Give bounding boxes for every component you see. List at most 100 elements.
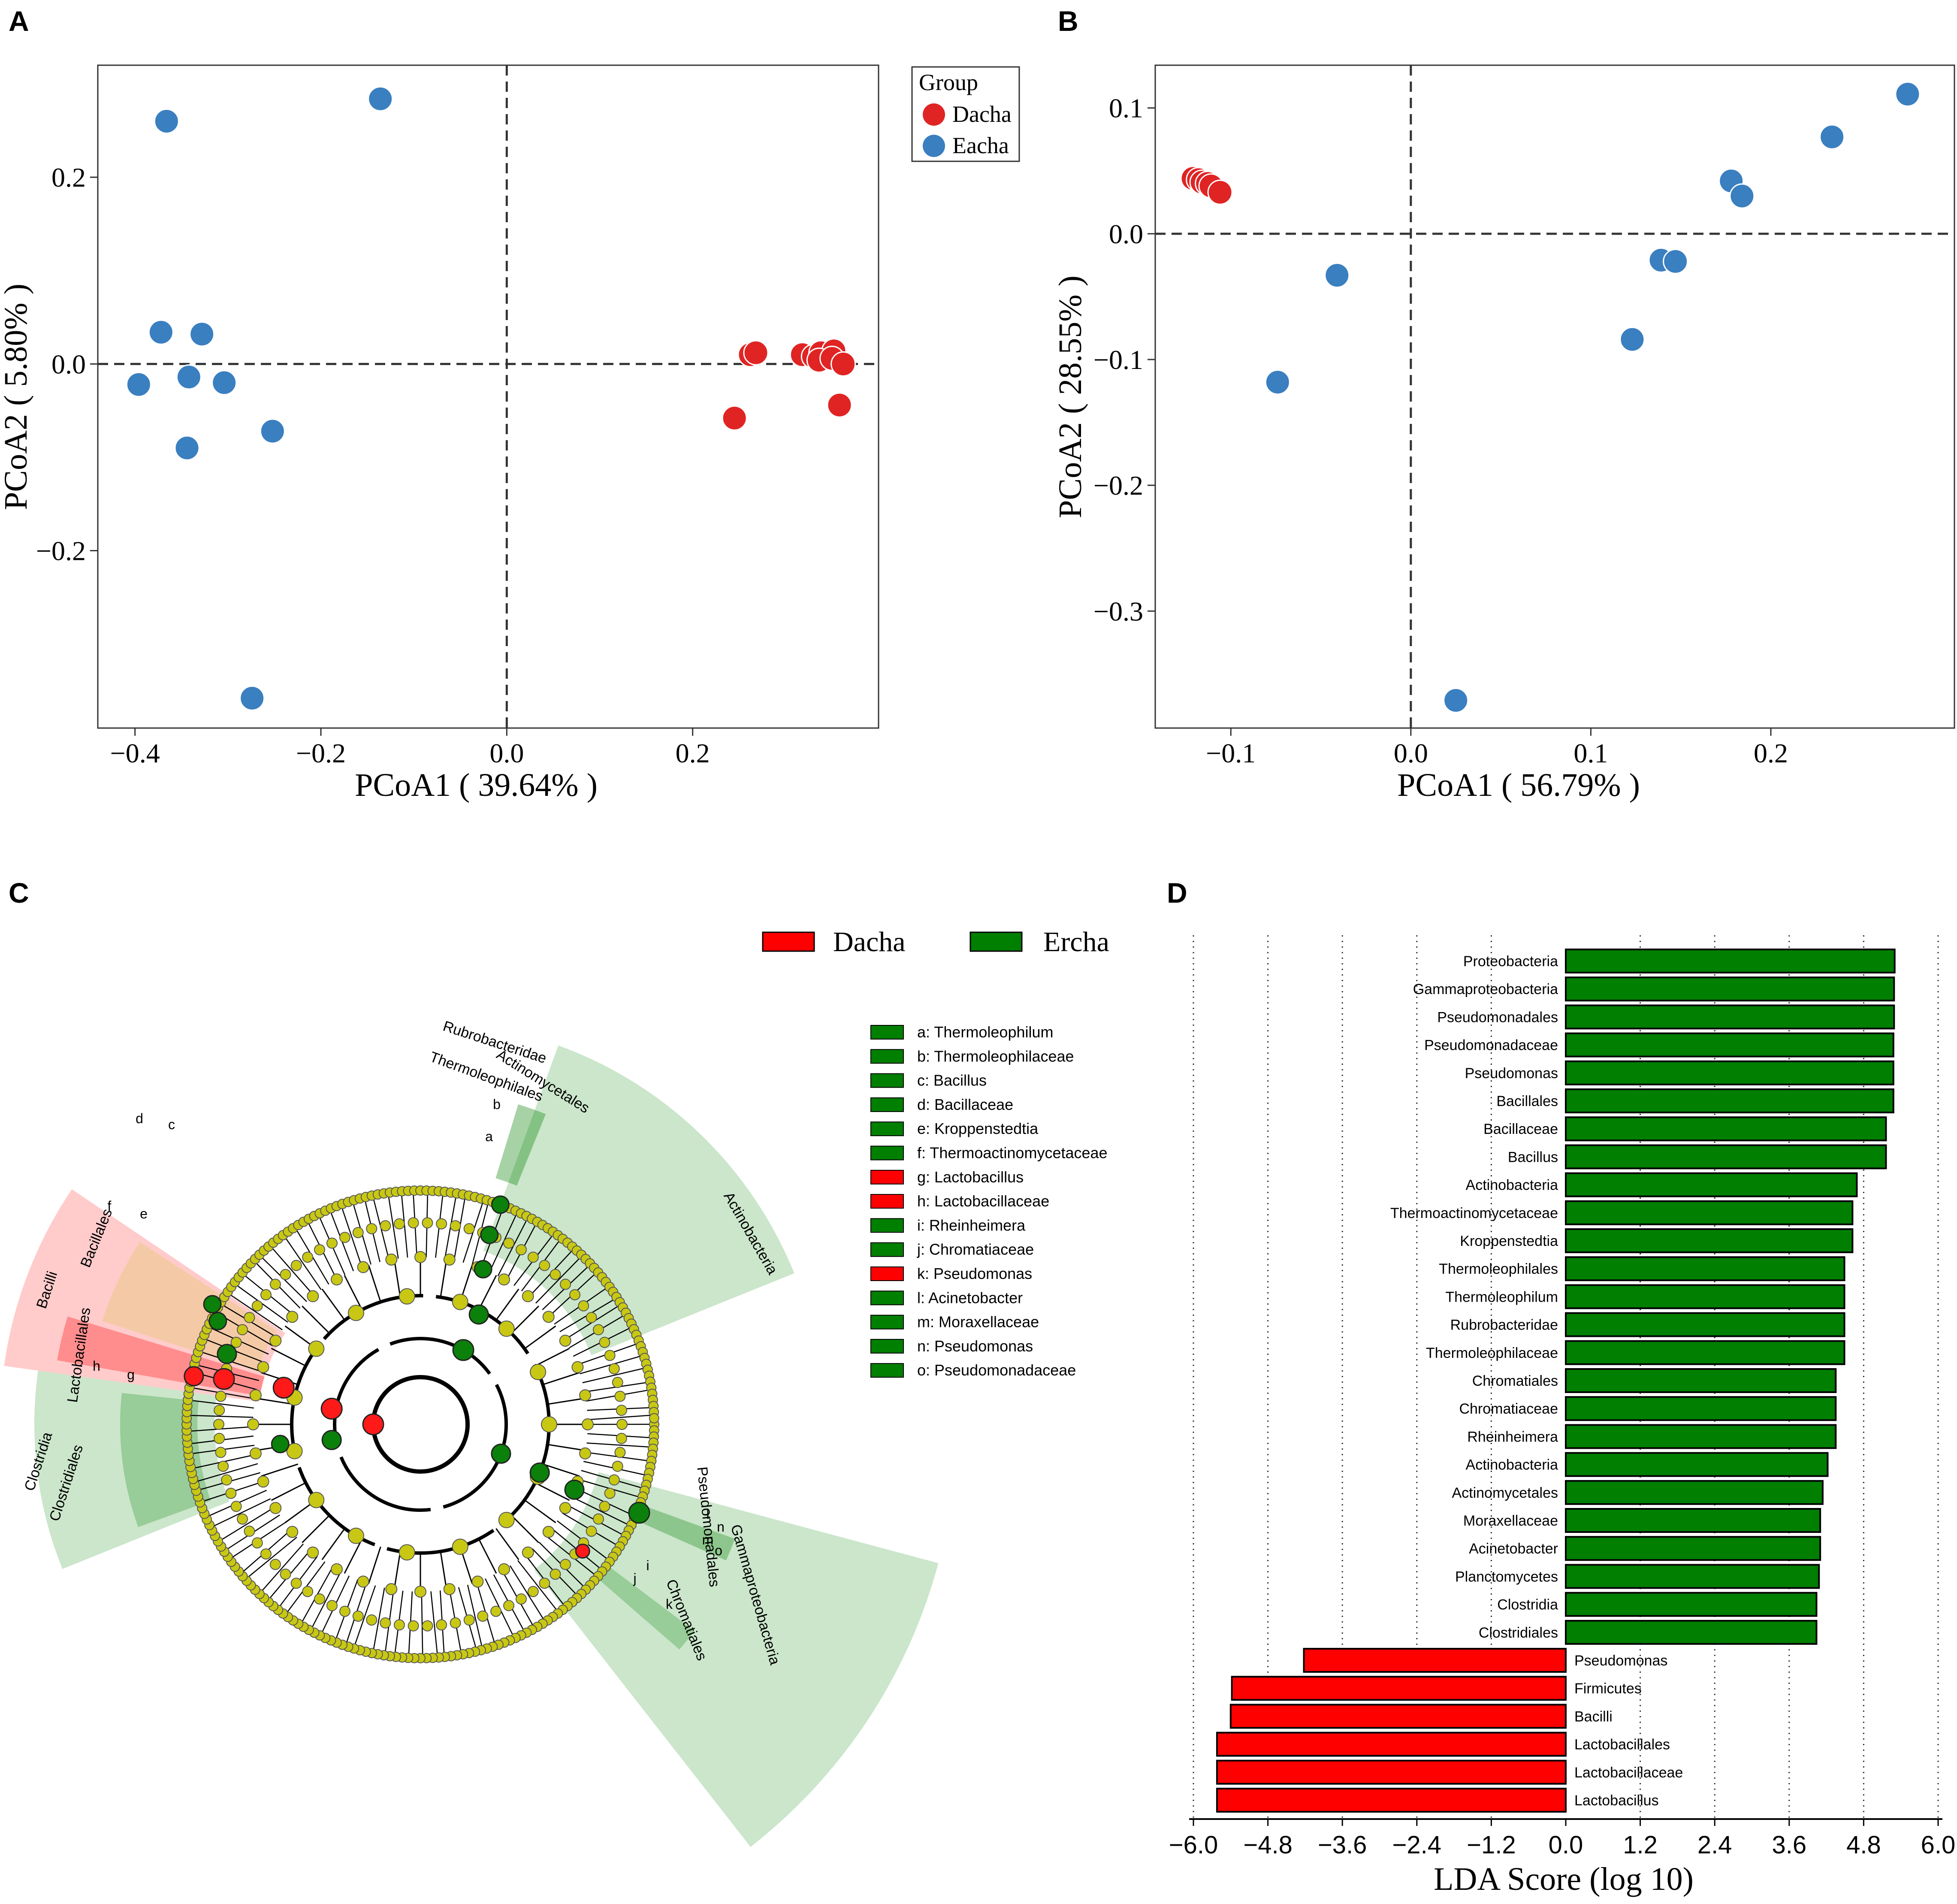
key-label: l: Acinetobacter <box>917 1289 1023 1306</box>
lda-bar-label: Thermoleophilum <box>1445 1289 1558 1305</box>
genus-node <box>503 1237 515 1249</box>
sector-gammaproteobacteria <box>534 1472 939 1847</box>
cladogram-branch <box>368 1546 381 1584</box>
points-a <box>126 86 856 711</box>
node-lactobacillus <box>184 1366 204 1387</box>
lda-bar-label: Gammaproteobacteria <box>1413 981 1558 997</box>
lda-bar <box>1565 1368 1837 1393</box>
lda-bar-chart: Proteobacteria Gammaproteobacteria Pseudom… <box>1169 927 1955 1897</box>
genus-node <box>393 1619 405 1631</box>
genus-node <box>326 1600 338 1611</box>
lda-bar <box>1565 1060 1894 1085</box>
plot-frame-b <box>1154 64 1955 729</box>
point-eacha <box>1265 369 1290 395</box>
lda-bar-label: Proteobacteria <box>1463 953 1558 970</box>
genus-node <box>280 1569 291 1580</box>
lda-bar <box>1565 1032 1894 1058</box>
genus-node <box>213 1419 224 1430</box>
family-node <box>286 1311 299 1323</box>
lda-bar-label: Kroppenstedtia <box>1460 1233 1558 1249</box>
genus-node <box>527 1586 539 1597</box>
cladogram-branch <box>255 1397 293 1405</box>
cladogram-leaf-branch <box>189 1414 254 1418</box>
family-node <box>269 1502 282 1514</box>
point-eacha <box>1895 81 1921 107</box>
lda-bar-label: Actinomycetales <box>1452 1485 1558 1501</box>
lda-bar <box>1216 1759 1567 1785</box>
genus-node <box>237 1513 248 1525</box>
family-node <box>414 1586 426 1598</box>
order-node <box>308 1492 325 1508</box>
node-bacillaceae <box>208 1312 227 1330</box>
cladogram-branch <box>271 1482 306 1501</box>
lda-bar <box>1565 1480 1824 1505</box>
node-firmicutes <box>362 1413 384 1436</box>
y-tick-label: −0.2 <box>36 536 86 566</box>
lda-bar <box>1565 1620 1818 1645</box>
x-tick-label: 0.2 <box>676 738 710 768</box>
node-actinobacteria <box>452 1339 474 1361</box>
key-swatch <box>870 1145 904 1161</box>
lda-bar <box>1229 1704 1567 1729</box>
cladogram-shaded-sectors <box>4 1045 939 1847</box>
lda-bar-label: Planctomycetes <box>1455 1569 1558 1585</box>
cladogram-branch <box>321 1288 345 1321</box>
axis-ticks-a: −0.4 −0.2 0.0 0.2 −0.2 0.0 0.2 <box>36 162 710 768</box>
genus-node <box>436 1619 447 1631</box>
cladogram-branch <box>344 1275 363 1310</box>
sector-bacilli <box>4 1189 285 1402</box>
genus-node <box>380 1617 391 1629</box>
lda-bar <box>1565 1172 1858 1197</box>
sector-chromatiales-branch <box>595 1563 695 1650</box>
cladogram-leaf-branch <box>229 1293 283 1330</box>
genus-node <box>408 1620 419 1632</box>
cladogram-leaf-branch <box>517 1560 558 1612</box>
x-tick-label: 0.1 <box>1573 738 1608 768</box>
legend-marker-eacha <box>923 135 945 157</box>
genus-node <box>352 1610 364 1622</box>
genus-node <box>616 1419 628 1430</box>
y-tick-label: 0.1 <box>1109 93 1143 124</box>
cladogram-branch <box>393 1551 401 1590</box>
genus-node <box>339 1605 350 1617</box>
key-label: d: Bacillaceae <box>917 1096 1013 1113</box>
branch-letter: o <box>715 1543 722 1558</box>
family-node <box>269 1335 282 1347</box>
point-eacha <box>368 86 393 112</box>
legend-label-dacha: Dacha <box>952 101 1012 127</box>
sector-clostridia <box>34 1370 230 1569</box>
cladogram-leaf-branch <box>587 1414 652 1420</box>
lda-tick-label: 1.2 <box>1623 1831 1658 1859</box>
genus-node <box>302 1586 314 1597</box>
cladogram-leaf-branch <box>586 1442 651 1448</box>
lda-bar-label: Firmicutes <box>1574 1680 1642 1697</box>
sector-pseudomonadales-branch <box>640 1506 735 1561</box>
node-clostridiales <box>271 1435 290 1454</box>
family-node <box>443 1253 456 1266</box>
family-node <box>559 1335 571 1347</box>
cladogram-branch <box>440 1259 447 1297</box>
family-node <box>385 1253 398 1266</box>
cladogram-leaf-branch <box>535 1257 581 1304</box>
family-node <box>257 1361 269 1373</box>
cladogram-branch <box>393 1259 401 1297</box>
lda-bars: Proteobacteria Gammaproteobacteria Pseudom… <box>1216 949 1896 1813</box>
genus-node <box>516 1593 527 1605</box>
key-swatch <box>870 1194 904 1209</box>
branch-letter: n <box>717 1519 725 1535</box>
genus-node <box>393 1218 405 1230</box>
lda-bar <box>1565 1508 1821 1533</box>
genus-node <box>225 1487 237 1499</box>
family-node <box>331 1273 343 1286</box>
lda-bar <box>1231 1676 1567 1701</box>
lda-bar-label: Rheinheimera <box>1467 1429 1558 1445</box>
family-node <box>498 1273 510 1286</box>
y-tick-label: 0.0 <box>51 349 86 379</box>
lda-bar-label: Bacillaceae <box>1483 1121 1558 1137</box>
genus-node <box>290 1260 302 1271</box>
lda-bar-label: Moraxellaceae <box>1463 1513 1558 1529</box>
point-dacha <box>831 351 856 377</box>
point-eacha <box>189 321 215 347</box>
genus-node <box>290 1578 302 1589</box>
lda-bar <box>1565 976 1895 1002</box>
